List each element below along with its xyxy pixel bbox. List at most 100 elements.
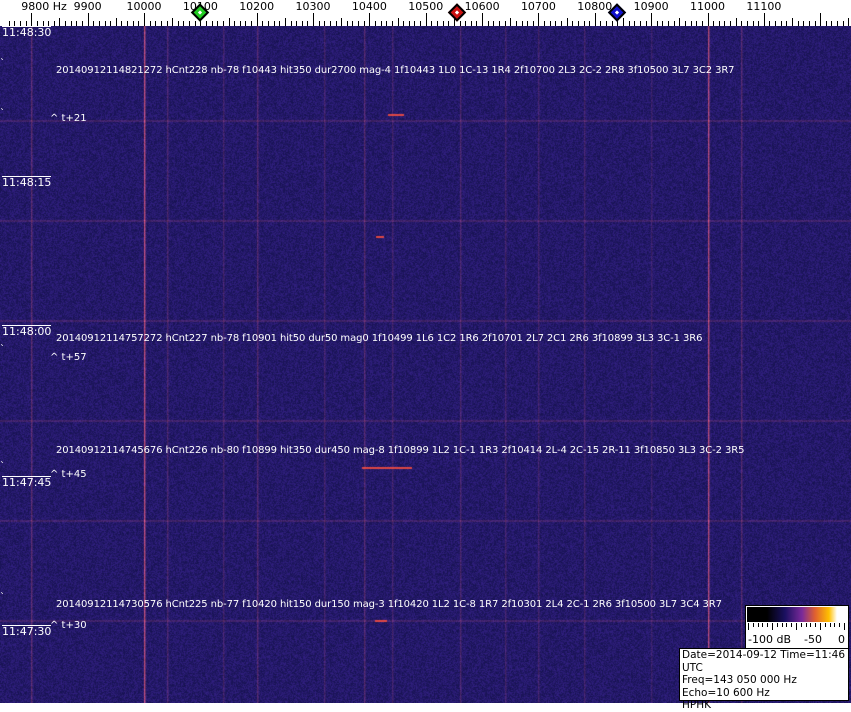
- axis-tick: [753, 21, 754, 26]
- color-gradient: [747, 607, 847, 622]
- axis-tick: [268, 21, 269, 26]
- axis-tick: [775, 21, 776, 26]
- axis-tick: [696, 21, 697, 26]
- axis-tick: [646, 21, 647, 26]
- axis-tick: [454, 18, 455, 26]
- scale-tick: [805, 623, 807, 627]
- scale-tick: [796, 623, 797, 630]
- axis-tick: [341, 18, 342, 26]
- axis-tick: [82, 21, 83, 26]
- scale-tick: [800, 623, 802, 627]
- event-text: 20140912114730576 hCnt225 nb-77 f10420 h…: [56, 599, 722, 610]
- axis-tick: [76, 21, 77, 26]
- axis-tick: [133, 21, 134, 26]
- axis-tick: [127, 21, 128, 26]
- info-station: HPHK: [682, 699, 712, 711]
- red-marker[interactable]: [447, 3, 466, 22]
- time-label: 11:47:30: [2, 625, 52, 638]
- axis-tick: [499, 21, 500, 26]
- axis-tick: [764, 13, 765, 26]
- axis-tick: [448, 21, 449, 26]
- event-delta: ^ t+57: [50, 352, 87, 363]
- axis-tick: [65, 21, 66, 26]
- axis-tick: [679, 18, 680, 26]
- axis-tick: [110, 21, 111, 26]
- axis-tick: [121, 21, 122, 26]
- event-delta: ^ t+30: [50, 620, 87, 631]
- scale-tick: [762, 623, 764, 627]
- axis-label: 11100: [746, 0, 782, 13]
- scale-label-mid: -50: [804, 633, 822, 646]
- axis-tick: [324, 21, 325, 26]
- scale-tick: [844, 623, 845, 630]
- axis-tick: [48, 21, 49, 26]
- axis-tick: [831, 21, 832, 26]
- axis-tick: [251, 21, 252, 26]
- axis-tick: [364, 21, 365, 26]
- axis-tick: [409, 21, 410, 26]
- axis-tick: [9, 21, 10, 26]
- scale-tick: [781, 623, 783, 627]
- axis-tick: [476, 21, 477, 26]
- axis-tick: [437, 21, 438, 26]
- axis-tick: [291, 21, 292, 26]
- axis-tick: [195, 21, 196, 26]
- axis-tick: [538, 13, 539, 26]
- axis-tick: [330, 21, 331, 26]
- axis-tick: [178, 21, 179, 26]
- axis-unit-label: 9800 Hz: [21, 0, 67, 13]
- axis-tick: [662, 21, 663, 26]
- axis-tick: [803, 21, 804, 26]
- axis-tick: [815, 21, 816, 26]
- axis-tick: [443, 21, 444, 26]
- axis-tick: [465, 21, 466, 26]
- axis-tick: [533, 21, 534, 26]
- axis-tick: [240, 21, 241, 26]
- axis-label: 10800: [577, 0, 613, 13]
- axis-tick: [567, 18, 568, 26]
- axis-label: 10000: [126, 0, 162, 13]
- axis-tick: [279, 21, 280, 26]
- axis-tick: [482, 13, 483, 26]
- axis-tick: [381, 21, 382, 26]
- axis-tick: [59, 18, 60, 26]
- axis-tick: [747, 21, 748, 26]
- info-echo: Echo=10 600 Hz: [682, 686, 770, 699]
- axis-tick: [460, 21, 461, 26]
- event-mark: `: [0, 108, 5, 119]
- event-mark: `: [0, 461, 5, 472]
- axis-tick: [426, 13, 427, 26]
- axis-tick: [826, 21, 827, 26]
- scale-tick: [829, 623, 831, 627]
- axis-tick: [522, 21, 523, 26]
- axis-tick: [420, 21, 421, 26]
- time-label: 11:47:45: [2, 476, 52, 489]
- axis-tick: [600, 21, 601, 26]
- waterfall-spectrogram: [0, 26, 851, 703]
- scale-tick: [776, 623, 778, 627]
- axis-tick: [71, 21, 72, 26]
- axis-tick: [336, 21, 337, 26]
- scale-tick: [810, 623, 812, 627]
- axis-tick: [26, 21, 27, 26]
- axis-tick: [708, 13, 709, 26]
- scale-label-min: -100 dB: [748, 633, 791, 646]
- axis-tick: [651, 13, 652, 26]
- axis-tick: [674, 21, 675, 26]
- time-label: 11:48:30: [2, 26, 52, 39]
- axis-label: 10500: [408, 0, 444, 13]
- axis-tick: [245, 21, 246, 26]
- axis-tick: [724, 21, 725, 26]
- axis-tick: [685, 21, 686, 26]
- axis-tick: [262, 21, 263, 26]
- axis-tick: [555, 21, 556, 26]
- axis-label: 11000: [690, 0, 725, 13]
- axis-tick: [307, 21, 308, 26]
- axis-tick: [183, 21, 184, 26]
- frequency-axis: 9800 Hz 99001000010100102001030010400105…: [0, 0, 851, 26]
- axis-tick: [105, 21, 106, 26]
- axis-tick: [167, 21, 168, 26]
- axis-tick: [155, 21, 156, 26]
- color-scale-legend: -100 dB -50 0: [745, 605, 849, 649]
- axis-tick: [719, 21, 720, 26]
